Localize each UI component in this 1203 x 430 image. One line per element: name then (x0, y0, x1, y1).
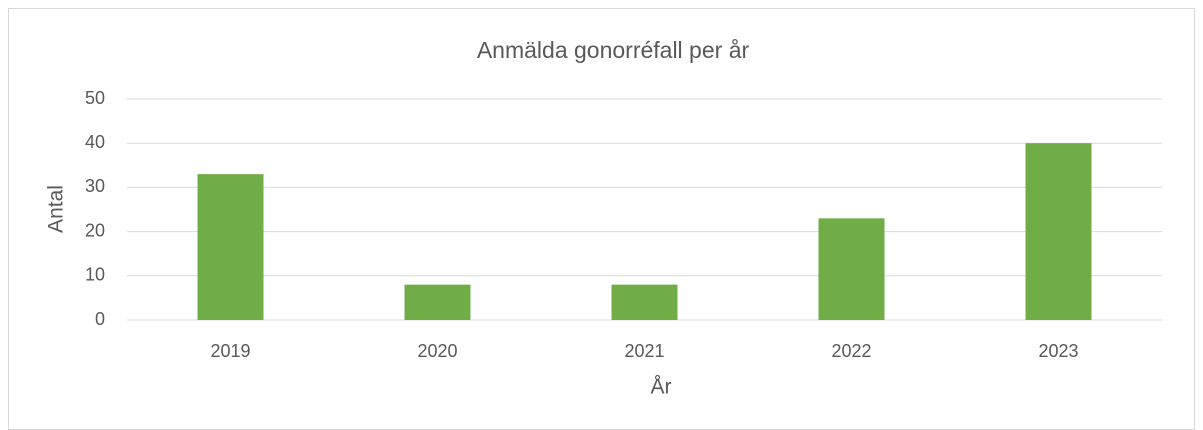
bar (611, 284, 678, 320)
bar (1025, 143, 1092, 320)
x-axis-label: År (651, 376, 672, 399)
y-tick-label: 30 (85, 176, 105, 196)
bar (197, 174, 264, 320)
x-tick-label: 2019 (210, 341, 250, 361)
x-tick-label: 2023 (1038, 341, 1078, 361)
y-tick-label: 0 (95, 309, 105, 329)
y-tick-label: 50 (85, 88, 105, 108)
x-tick-label: 2021 (624, 341, 664, 361)
y-axis-label: Antal (45, 185, 68, 233)
y-tick-label: 20 (85, 220, 105, 240)
bar (818, 218, 885, 320)
y-tick-label: 40 (85, 132, 105, 152)
chart-title: Anmälda gonorréfall per år (477, 37, 750, 63)
chart-border (8, 8, 1195, 430)
y-tick-label: 10 (85, 265, 105, 285)
x-tick-label: 2022 (831, 341, 871, 361)
x-tick-label: 2020 (417, 341, 457, 361)
bar (404, 284, 471, 320)
